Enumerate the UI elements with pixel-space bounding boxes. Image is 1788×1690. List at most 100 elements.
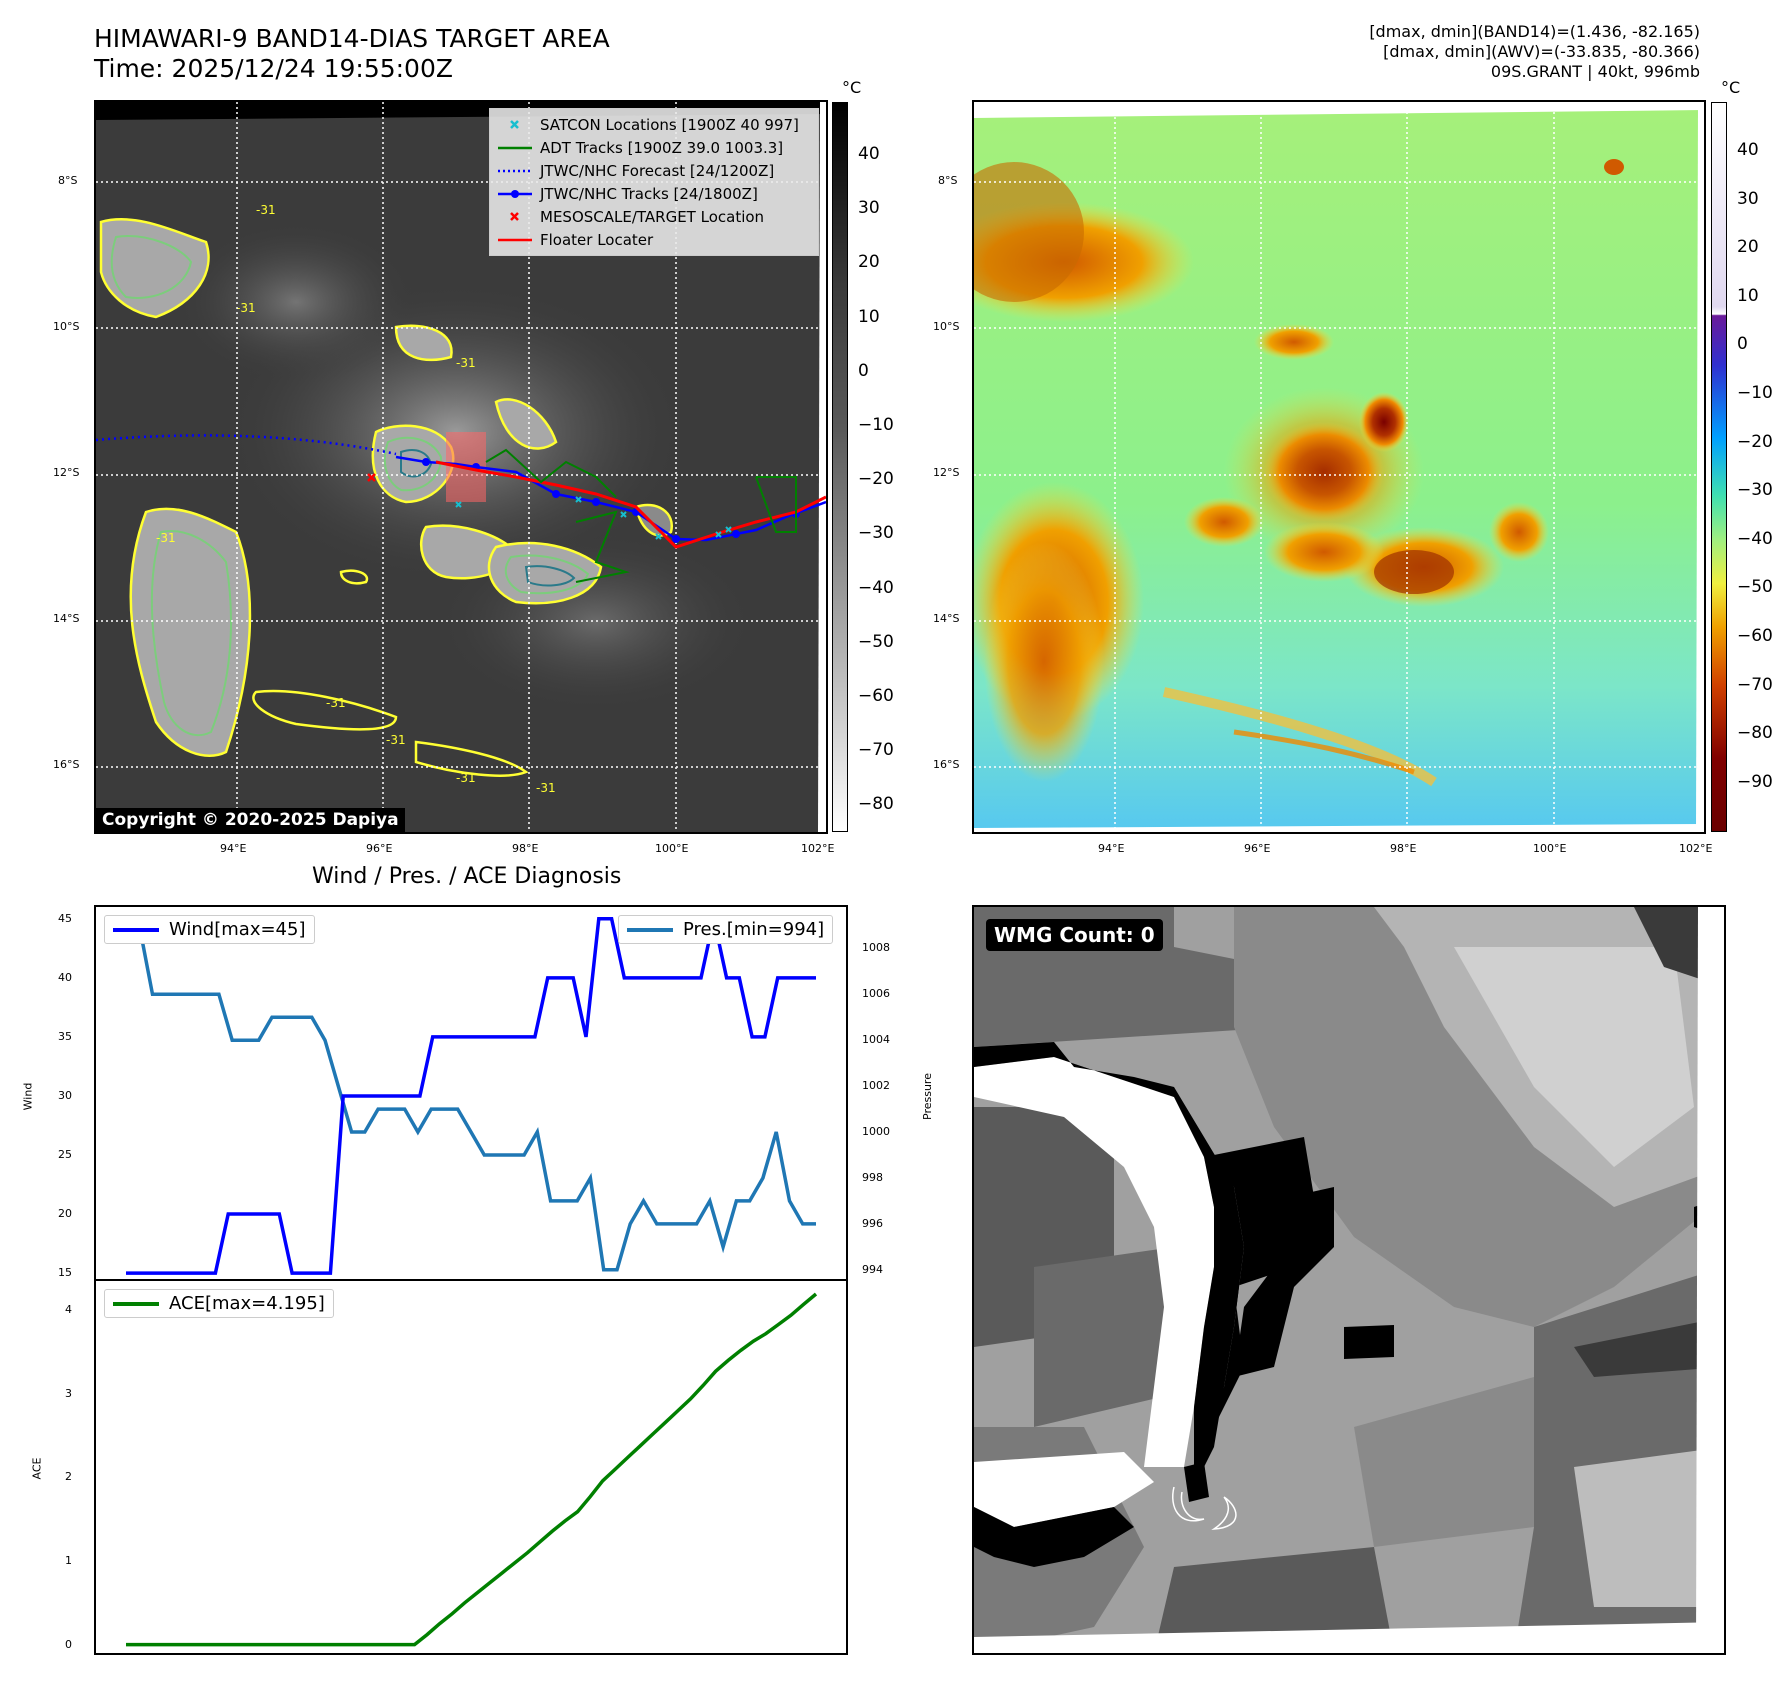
awv-colorbar-tick: 40 xyxy=(1737,140,1759,160)
awv-colorbar-tick: −20 xyxy=(1737,431,1773,452)
legend-label: JTWC/NHC Tracks [24/1800Z] xyxy=(540,184,758,203)
wind-legend-label: Wind[max=45] xyxy=(169,919,306,940)
pressure-line-icon xyxy=(627,927,673,932)
lat-label: 10°S xyxy=(53,320,80,333)
ace-line-icon xyxy=(113,1301,159,1306)
ir-contour-labels: -31 -31 -31 -31 -31 -31 -31 -31 xyxy=(156,203,556,795)
contour-label: -31 xyxy=(456,356,476,370)
ir-colorbar-tick: −20 xyxy=(858,469,894,490)
lon-label: 98°E xyxy=(512,842,539,855)
legend-item-tracks: JTWC/NHC Tracks [24/1800Z] xyxy=(498,182,810,205)
awv-colorbar-tick: 30 xyxy=(1737,188,1759,209)
legend-item-forecast: JTWC/NHC Forecast [24/1200Z] xyxy=(498,159,810,182)
pressure-axis-label: Pressure xyxy=(920,1073,934,1120)
pressure-tick-label: 996 xyxy=(862,1216,883,1230)
ir-colorbar-tick: −60 xyxy=(858,686,894,706)
awv-colorbar-tick: −60 xyxy=(1737,626,1773,646)
pressure-tick-label: 1000 xyxy=(862,1125,890,1139)
ir-colorbar xyxy=(832,102,848,832)
pressure-tick-label: 994 xyxy=(862,1262,883,1276)
x-marker-icon xyxy=(498,207,532,227)
wind-tick-label: 30 xyxy=(58,1088,72,1102)
legend-label: JTWC/NHC Forecast [24/1200Z] xyxy=(540,161,775,180)
ir-colorbar-unit: °C xyxy=(842,78,862,97)
ace-axis-label: ACE xyxy=(30,1457,44,1480)
ace-legend: ACE[max=4.195] xyxy=(104,1289,334,1318)
lat-label: 14°S xyxy=(933,612,960,625)
ir-inner-contours xyxy=(110,235,590,737)
wind-series-line xyxy=(126,917,816,1275)
ir-colorbar-tick: −40 xyxy=(858,577,894,598)
awv-colorbar-tick: −50 xyxy=(1737,577,1773,598)
lon-label: 102°E xyxy=(1679,842,1713,855)
legend-label: MESOSCALE/TARGET Location xyxy=(540,207,765,226)
pressure-tick-label: 1006 xyxy=(862,987,890,1001)
awv-map-panel[interactable] xyxy=(972,100,1706,834)
wind-tick-label: 20 xyxy=(58,1207,72,1221)
pressure-tick-label: 998 xyxy=(862,1170,883,1184)
legend-label: SATCON Locations [1900Z 40 997] xyxy=(540,115,799,134)
wind-pressure-plot xyxy=(94,905,848,1281)
ace-tick-label: 4 xyxy=(65,1303,72,1317)
awv-colorbar-tick: 0 xyxy=(1737,334,1748,355)
lat-label: 16°S xyxy=(53,758,80,771)
lon-label: 94°E xyxy=(1098,842,1125,855)
wmg-dark-band xyxy=(974,907,1724,1567)
lon-label: 98°E xyxy=(1390,842,1417,855)
wmg-panel[interactable]: WMG Count: 0 xyxy=(972,905,1726,1655)
pressure-tick-label: 1002 xyxy=(862,1079,890,1093)
ir-colorbar-tick: 20 xyxy=(858,252,880,273)
target-x-marker xyxy=(367,473,376,482)
contour-label: -31 xyxy=(386,733,406,747)
wind-tick-label: 35 xyxy=(58,1029,72,1043)
wind-tick-label: 45 xyxy=(58,911,72,925)
contour-label: -31 xyxy=(256,203,276,217)
legend-item-adt: ADT Tracks [1900Z 39.0 1003.3] xyxy=(498,136,810,159)
awv-colorbar-tick: −30 xyxy=(1737,480,1773,501)
wind-tick-label: 25 xyxy=(58,1148,72,1161)
line-dot-icon xyxy=(498,184,532,204)
figure-title: HIMAWARI-9 BAND14-DIAS TARGET AREA xyxy=(94,24,610,53)
ir-colorbar-tick: 0 xyxy=(858,360,869,381)
awv-nodata-strip xyxy=(974,102,1704,118)
contour-label: -31 xyxy=(326,696,346,710)
ace-series-line xyxy=(126,1292,818,1647)
ir-colorbar-tick: −70 xyxy=(858,740,894,761)
awv-map-svg xyxy=(974,102,1704,832)
contour-label: -31 xyxy=(456,771,476,785)
lat-label: 12°S xyxy=(933,466,960,479)
awv-colorbar-tick: −40 xyxy=(1737,528,1773,549)
pressure-tick-label: 1008 xyxy=(862,941,890,955)
wmg-svg xyxy=(974,907,1724,1653)
wmg-count-badge: WMG Count: 0 xyxy=(986,919,1163,951)
floater-track-line xyxy=(435,460,826,549)
wmg-center-marks xyxy=(1172,1486,1237,1530)
wind-tick-label: 40 xyxy=(58,970,72,984)
legend-label: Floater Locater xyxy=(540,230,654,249)
awv-colorbar-tick: 10 xyxy=(1737,285,1759,306)
pressure-legend: Pres.[min=994] xyxy=(618,915,834,944)
lat-label: 14°S xyxy=(53,612,80,625)
wind-line-icon xyxy=(113,927,159,932)
stats-awv: [dmax, dmin](AWV)=(-33.835, -80.366) xyxy=(1383,42,1700,61)
lat-label: 12°S xyxy=(53,466,80,479)
figure-time: Time: 2025/12/24 19:55:00Z xyxy=(94,54,453,83)
awv-colorbar-tick: −90 xyxy=(1737,771,1773,792)
pressure-legend-label: Pres.[min=994] xyxy=(683,919,825,940)
ir-cold-cloud-contours xyxy=(99,218,674,777)
ace-legend-label: ACE[max=4.195] xyxy=(169,1293,325,1314)
lat-label: 8°S xyxy=(58,174,78,187)
line-icon xyxy=(498,138,532,158)
legend-label: ADT Tracks [1900Z 39.0 1003.3] xyxy=(540,138,784,157)
jtwc-track-line xyxy=(395,455,826,542)
lat-label: 8°S xyxy=(938,174,958,187)
satcon-markers xyxy=(455,496,732,540)
ace-tick-label: 0 xyxy=(65,1637,72,1651)
lon-label: 100°E xyxy=(1533,842,1567,855)
ace-tick-label: 3 xyxy=(65,1386,72,1400)
lon-label: 96°E xyxy=(1244,842,1271,855)
ir-colorbar-tick: −80 xyxy=(858,794,894,815)
legend-item-satcon: SATCON Locations [1900Z 40 997] xyxy=(498,113,810,136)
awv-moisture-features xyxy=(974,159,1624,787)
lat-label: 16°S xyxy=(933,758,960,771)
